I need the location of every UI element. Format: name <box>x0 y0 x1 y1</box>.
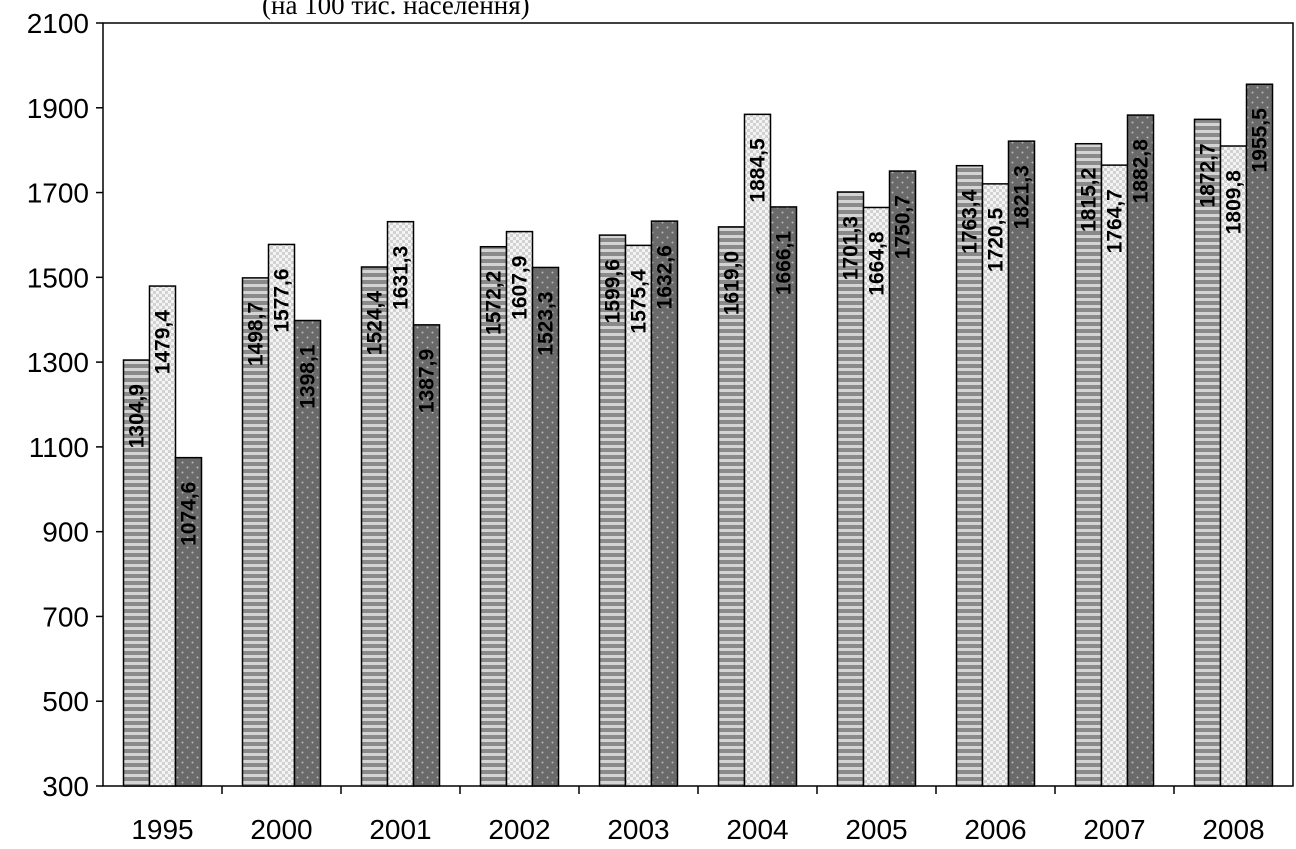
data-label: 1631,3 <box>390 246 413 310</box>
bar <box>624 244 653 787</box>
bar <box>888 170 917 787</box>
x-tick-label: 2001 <box>369 814 431 844</box>
bar <box>1245 83 1274 787</box>
x-tick-label: 2002 <box>488 814 550 844</box>
bar <box>531 266 560 787</box>
y-tick-label: 2100 <box>27 8 89 39</box>
bar <box>122 359 151 787</box>
data-label: 1664,8 <box>866 231 889 296</box>
x-tick-label: 1995 <box>131 814 193 844</box>
bar <box>360 266 389 787</box>
x-tick-label: 2007 <box>1083 814 1145 844</box>
data-label: 1479,4 <box>152 310 175 375</box>
bar <box>598 234 627 787</box>
data-label: 1750,7 <box>892 195 915 259</box>
data-label: 1666,1 <box>773 231 796 296</box>
bar <box>386 220 415 787</box>
y-tick-label: 500 <box>42 686 89 717</box>
bar <box>1100 164 1129 787</box>
x-tick-label: 2005 <box>845 814 907 844</box>
y-tick-label: 1700 <box>27 178 89 209</box>
y-tick-label: 1500 <box>27 262 89 293</box>
y-tick-label: 900 <box>42 517 89 548</box>
bar <box>505 230 534 787</box>
x-tick-label: 2008 <box>1202 814 1264 844</box>
bar <box>479 245 508 787</box>
y-tick-label: 300 <box>42 771 89 802</box>
data-label: 1398,1 <box>297 344 320 409</box>
data-label: 1074,6 <box>178 482 201 546</box>
y-tick-label: 1900 <box>27 93 89 124</box>
data-label: 1882,8 <box>1130 139 1153 204</box>
data-label: 1575,4 <box>628 269 651 334</box>
data-label: 1304,9 <box>126 384 149 448</box>
data-label: 1498,7 <box>245 302 268 366</box>
data-label: 1632,6 <box>654 245 677 309</box>
data-label: 1884,5 <box>747 138 770 203</box>
bar <box>1126 114 1155 787</box>
data-label: 1524,4 <box>364 291 387 356</box>
bar <box>148 285 177 787</box>
data-label: 1815,2 <box>1078 168 1101 232</box>
bar <box>1074 142 1103 787</box>
data-label: 1387,9 <box>416 349 439 413</box>
y-tick-label: 1300 <box>27 347 89 378</box>
bar <box>412 324 441 787</box>
bar <box>955 164 984 787</box>
data-label: 1599,6 <box>602 259 625 323</box>
bar <box>267 243 296 787</box>
y-tick-label: 700 <box>42 601 89 632</box>
data-label: 1619,0 <box>721 251 744 315</box>
bar <box>1193 118 1222 787</box>
data-label: 1607,9 <box>509 256 532 320</box>
data-label: 1872,7 <box>1197 143 1220 207</box>
x-tick-label: 2006 <box>964 814 1026 844</box>
bar <box>981 183 1010 787</box>
bar <box>650 220 679 787</box>
bar <box>836 191 865 787</box>
x-tick-label: 2000 <box>250 814 312 844</box>
data-label: 1809,8 <box>1223 170 1246 235</box>
bar <box>1219 145 1248 787</box>
bar <box>174 456 203 787</box>
bar <box>769 206 798 787</box>
bar <box>293 319 322 787</box>
data-label: 1572,2 <box>483 271 506 335</box>
bar <box>743 113 772 787</box>
data-label: 1763,4 <box>959 189 982 254</box>
data-label: 1764,7 <box>1104 189 1127 253</box>
data-label: 1701,3 <box>840 216 863 280</box>
data-label: 1523,3 <box>535 291 558 355</box>
y-tick-label: 1100 <box>29 432 89 463</box>
chart-subtitle: (на 100 тис. населення) <box>262 0 530 20</box>
x-tick-label: 2004 <box>726 814 788 844</box>
data-label: 1821,3 <box>1011 165 1034 229</box>
bar <box>862 206 891 787</box>
bar <box>241 277 270 787</box>
data-label: 1577,6 <box>271 268 294 332</box>
data-label: 1720,5 <box>985 208 1008 273</box>
bar <box>1007 140 1036 787</box>
x-tick-label: 2003 <box>607 814 669 844</box>
data-label: 1955,5 <box>1249 108 1272 173</box>
